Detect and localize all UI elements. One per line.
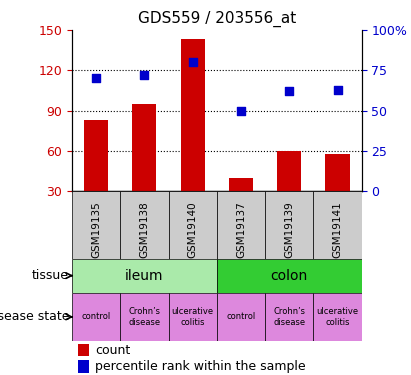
Title: GDS559 / 203556_at: GDS559 / 203556_at bbox=[138, 11, 296, 27]
Bar bbox=[72, 259, 217, 292]
Text: count: count bbox=[95, 344, 130, 357]
Text: control: control bbox=[81, 312, 111, 321]
Bar bbox=[217, 259, 362, 292]
Bar bbox=[277, 151, 301, 191]
Point bbox=[141, 72, 148, 78]
Bar bbox=[217, 292, 265, 341]
Bar bbox=[265, 292, 313, 341]
Text: colon: colon bbox=[270, 268, 308, 283]
Bar bbox=[169, 191, 217, 259]
Text: GSM19140: GSM19140 bbox=[188, 201, 198, 258]
Bar bbox=[326, 154, 350, 191]
Text: GSM19137: GSM19137 bbox=[236, 201, 246, 258]
Point bbox=[189, 59, 196, 65]
Bar bbox=[180, 39, 205, 191]
Text: GSM19138: GSM19138 bbox=[139, 201, 149, 258]
Bar bbox=[169, 292, 217, 341]
Point bbox=[334, 87, 341, 93]
Bar bbox=[72, 292, 120, 341]
Text: GSM19141: GSM19141 bbox=[332, 201, 342, 258]
Point bbox=[238, 108, 244, 114]
Bar bbox=[217, 191, 265, 259]
Bar bbox=[78, 344, 89, 356]
Bar bbox=[72, 191, 120, 259]
Point bbox=[286, 88, 293, 94]
Text: ulcerative
colitis: ulcerative colitis bbox=[316, 307, 358, 327]
Text: Crohn’s
disease: Crohn’s disease bbox=[273, 307, 305, 327]
Bar bbox=[78, 360, 89, 373]
Bar bbox=[313, 191, 362, 259]
Bar bbox=[120, 292, 169, 341]
Text: disease state: disease state bbox=[0, 310, 69, 323]
Bar bbox=[229, 178, 253, 191]
Text: tissue: tissue bbox=[32, 269, 69, 282]
Text: control: control bbox=[226, 312, 256, 321]
Text: ulcerative
colitis: ulcerative colitis bbox=[172, 307, 214, 327]
Text: GSM19139: GSM19139 bbox=[284, 201, 294, 258]
Bar bbox=[265, 191, 313, 259]
Bar bbox=[84, 120, 108, 191]
Text: ileum: ileum bbox=[125, 268, 164, 283]
Point bbox=[93, 75, 99, 81]
Text: GSM19135: GSM19135 bbox=[91, 201, 101, 258]
Bar bbox=[313, 292, 362, 341]
Text: Crohn’s
disease: Crohn’s disease bbox=[128, 307, 160, 327]
Text: percentile rank within the sample: percentile rank within the sample bbox=[95, 360, 306, 373]
Bar bbox=[120, 191, 169, 259]
Bar bbox=[132, 104, 157, 191]
